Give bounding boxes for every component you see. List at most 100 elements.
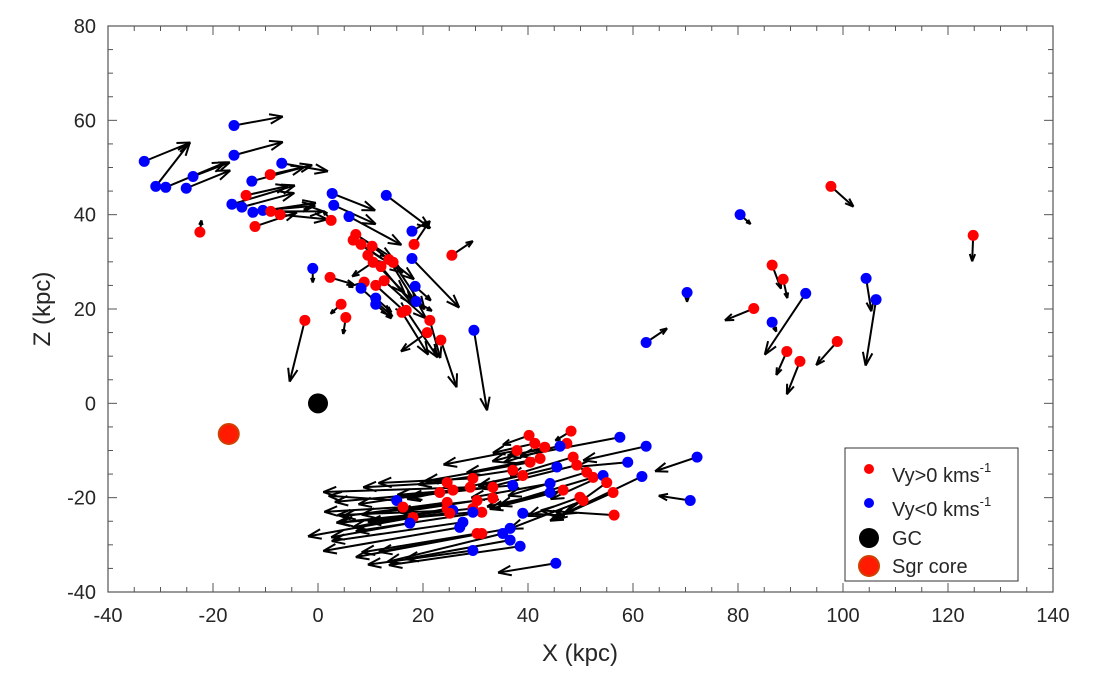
arrow-head [335,502,349,506]
arrow-shaft [441,340,457,387]
velocity-arrow [288,320,305,381]
star-point-vy-negative [800,288,811,299]
star-point-vy-positive [511,445,522,456]
star-point-vy-negative [229,150,240,161]
arrow-head [776,367,777,375]
star-point-vy-positive [578,495,589,506]
arrow-head [323,551,337,553]
star-point-vy-positive [326,215,337,226]
velocity-arrow [441,340,457,387]
arrow-head [216,170,230,171]
y-tick-label: 20 [74,299,96,321]
star-point-vy-negative [614,432,625,443]
arrow-head [332,541,346,544]
star-point-vy-negative [139,156,150,167]
star-point-vy-negative [160,182,171,193]
star-point-vy-positive [487,493,498,504]
star-point-vy-positive [370,280,381,291]
star-point-vy-positive [350,229,361,240]
velocity-arrow [234,114,283,125]
star-point-vy-negative [467,507,478,518]
star-point-vy-negative [307,263,318,274]
star-point-vy-positive [476,528,487,539]
star-point-vy-negative [406,226,417,237]
star-point-vy-negative [515,541,526,552]
arrow-head [368,565,382,568]
arrow-shaft [290,320,305,381]
star-point-vy-positive [566,426,577,437]
star-point-vy-negative [682,287,693,298]
star-point-vy-positive [388,257,399,268]
star-point-vy-positive [424,315,435,326]
star-point-vy-positive [781,346,792,357]
arrow-head [659,494,668,496]
star-point-vy-negative [236,202,247,213]
star-point-vy-negative [454,522,465,533]
star-point-vy-negative [246,176,257,187]
arrow-shaft [378,478,473,483]
velocity-arrow [583,446,646,462]
arrow-head [490,509,504,510]
arrow-head [308,536,322,538]
legend-marker-sgr-core [859,556,879,576]
velocity-arrow [655,457,697,471]
velocity-arrow [474,330,490,410]
arrow-shaft [234,142,283,155]
arrow-head [358,504,372,507]
star-point-vy-positive [241,190,252,201]
star-point-vy-negative [550,558,561,569]
star-point-vy-negative [247,207,258,218]
star-point-vy-negative [871,294,882,305]
star-point-vy-positive [767,260,778,271]
star-point-vy-negative [276,158,287,169]
arrow-shaft [193,162,230,176]
velocity-arrow [193,162,230,176]
legend-marker-gc [859,528,879,548]
legend-label-vy-neg: Vy<0 kms-1 [892,494,991,521]
star-point-vy-negative [404,518,415,529]
star-point-vy-positive [435,335,446,346]
star-point-vy-positive [325,272,336,283]
arrow-head [314,219,328,222]
star-point-vy-negative [381,190,392,201]
star-point-vy-positive [422,327,433,338]
star-point-vy-positive [250,221,261,232]
star-point-vy-negative [861,273,872,284]
star-point-vy-negative [641,441,652,452]
star-point-vy-positive [608,487,619,498]
star-point-vy-positive [609,510,620,521]
x-tick-label: 120 [931,605,964,627]
star-point-vy-positive [265,169,276,180]
star-point-vy-negative [545,487,556,498]
legend-label-vy-pos: Vy>0 kms-1 [892,460,991,487]
arrow-head [299,163,312,165]
x-tick-label: 80 [727,605,749,627]
galactic-center-point [308,393,328,413]
arrow-head [389,565,403,568]
star-point-vy-negative [467,545,478,556]
star-point-vy-positive [571,460,582,471]
star-point-vy-positive [398,502,409,513]
star-point-vy-positive [539,442,550,453]
y-tick-label: -20 [67,488,96,510]
x-tick-label: 0 [312,605,323,627]
star-point-vy-positive [444,508,455,519]
y-tick-label: 80 [74,16,96,38]
velocity-arrow [498,563,556,575]
star-point-vy-positive [588,472,599,483]
star-point-vy-positive [356,239,367,250]
star-point-vy-negative [468,325,479,336]
legend-marker-vy-pos [864,464,874,474]
star-point-vy-negative [229,120,240,131]
star-point-vy-positive [794,356,805,367]
star-point-vy-negative [327,188,338,199]
star-point-vy-positive [601,477,612,488]
arrow-head [440,346,441,358]
star-point-vy-positive [299,315,310,326]
arrow-head [280,192,294,193]
star-point-vy-negative [328,200,339,211]
star-point-vy-positive [558,485,569,496]
arrow-head [427,310,432,311]
star-point-vy-negative [517,508,528,519]
